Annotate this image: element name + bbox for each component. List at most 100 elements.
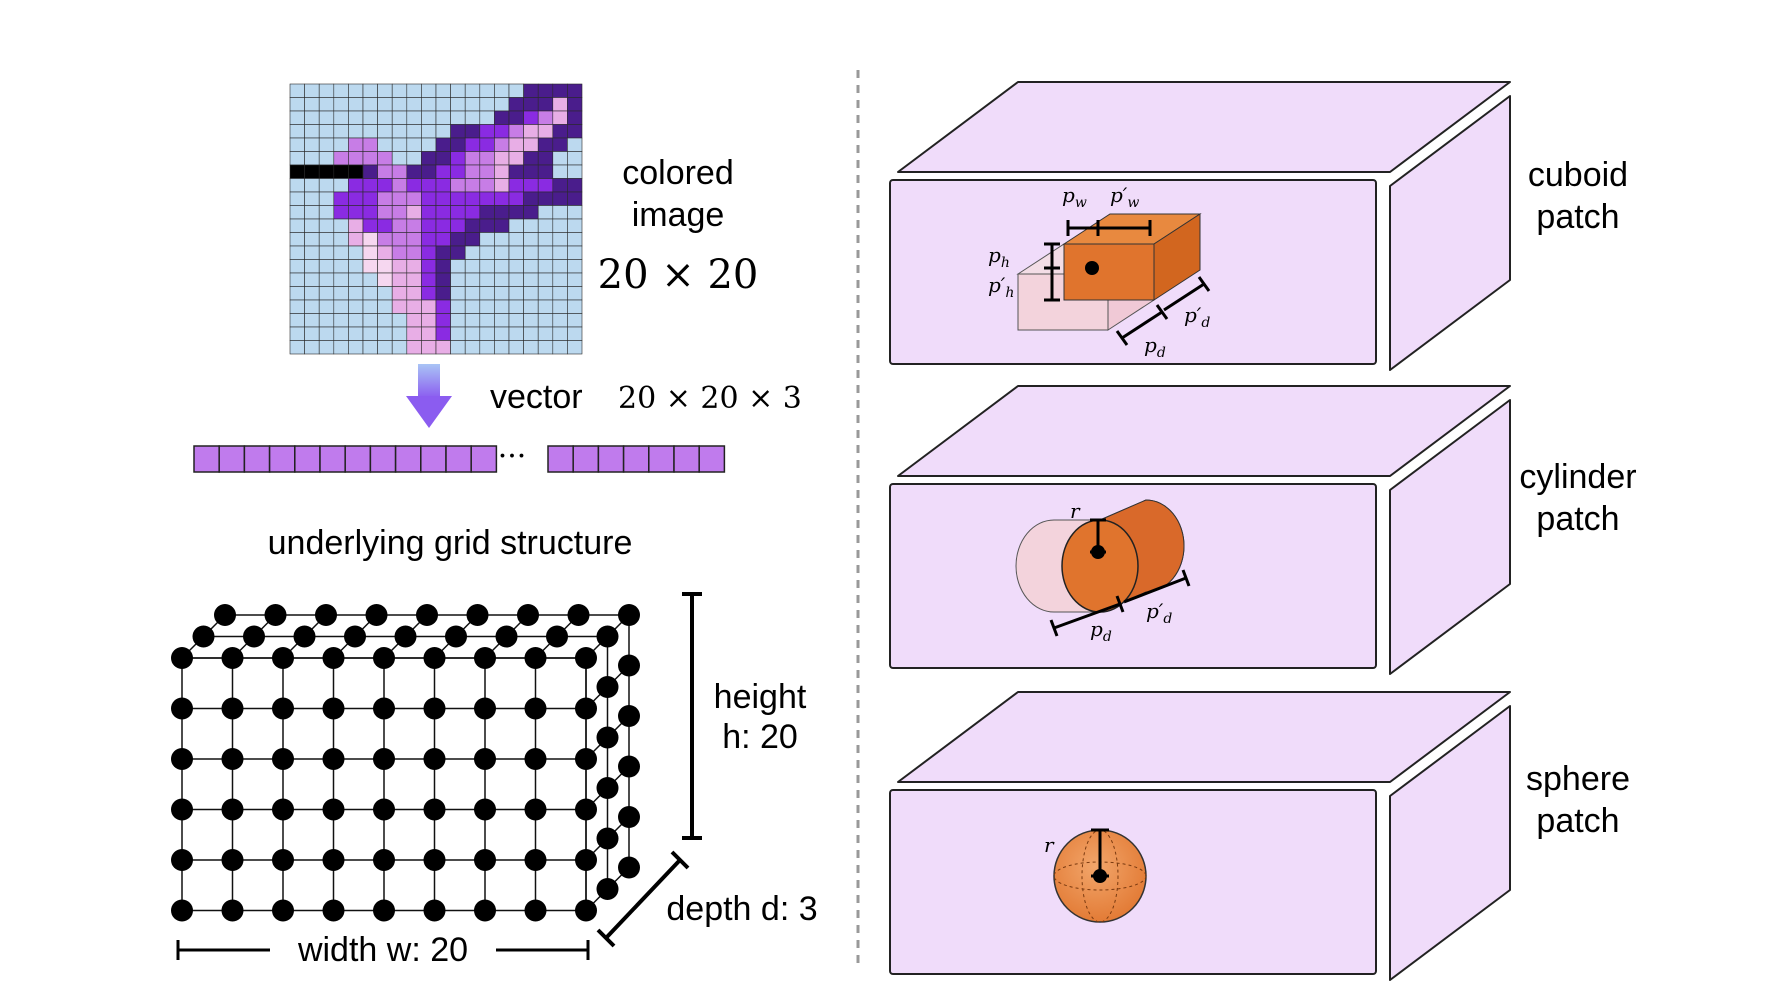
lattice-node [575,798,597,821]
pixel-cell [567,151,583,166]
lattice-node [221,798,244,821]
lattice-node [315,604,337,626]
grid-title: underlying grid structure [268,524,633,562]
cylinder-r-label: r [1070,499,1081,523]
pixel-cell [508,245,524,260]
lattice-node [524,899,547,922]
pixel-cell [435,340,451,355]
pixel-cell [479,259,495,274]
pixel-cell [304,191,320,206]
lattice-node [272,798,294,821]
pixel-cell [406,137,422,152]
pixel-cell [362,137,378,152]
pixel-cell [348,286,364,301]
pixel-cell [406,259,422,274]
vector-cell [243,445,271,473]
pixel-cell [435,286,451,301]
pixel-cell [333,164,349,179]
pixel-cell [406,191,422,206]
pixel-cell [450,340,466,355]
pixel-cell [377,83,393,98]
lattice-node [171,798,193,821]
vector-bar [193,445,726,473]
pixel-cell [377,110,393,125]
pixel-cell [450,286,466,301]
pixel-cell [289,218,305,233]
pixel-cell [333,299,349,314]
pixel-cell [435,218,451,233]
pixel-cell [406,232,422,247]
pixel-cell [391,340,408,355]
cuboid-pd-label: pd [1144,333,1166,361]
pixel-cell [391,259,408,274]
lattice-node [618,806,640,828]
pixel-cell [348,205,364,220]
depth-bracket [596,850,690,948]
pixel-cell [304,218,320,233]
lattice-node [416,604,438,626]
pixel-cell [450,326,466,341]
pixel-cell [377,259,393,274]
pixel-cell [567,272,583,287]
depth-label: depth d: 3 [666,890,817,928]
pixel-cell [494,245,510,260]
pixel-cell [494,178,510,193]
pixel-cell [377,286,393,301]
pixel-cell [318,124,335,139]
lattice-node [221,697,244,720]
pixel-cell [567,164,583,179]
lattice-node [171,647,193,669]
pixel-cell [318,313,335,328]
pixel-cell [333,151,349,166]
lattice-node [293,625,316,648]
pixel-cell [318,97,335,112]
pixel-cell [289,326,305,341]
lattice-node [272,748,294,770]
pixel-cell [508,124,524,139]
lattice-node [618,856,640,879]
pixel-cell [567,313,583,328]
cylinder-pd-label: pd [1090,617,1112,645]
pixel-cell [333,83,349,98]
pixel-cell [348,191,364,206]
pixel-cell [537,286,554,301]
vector-cell [420,445,447,473]
pixel-cell [333,259,349,274]
pixel-cell [377,205,393,220]
pixel-cell [318,286,335,301]
lattice-node [618,654,640,677]
pixel-cell [362,326,378,341]
pixel-cell [421,326,437,341]
sphere-radius-mark [1091,828,1109,878]
pixel-cell [450,245,466,260]
pixel-cell [479,245,495,260]
pixel-cell [567,326,583,341]
pixel-cell [421,205,437,220]
pixel-cell [304,326,320,341]
pixel-cell [537,191,554,206]
pixel-cell [348,299,364,314]
pixel-cell [391,218,408,233]
lattice-node [596,827,619,850]
pixel-cell [289,272,305,287]
lattice-node [618,705,640,727]
pixel-cell [552,272,568,287]
pixel-cell [333,124,349,139]
lattice-node [322,748,345,770]
vector-cell [698,445,726,473]
pixel-cell [537,205,554,220]
width-label: width w: 20 [297,931,468,969]
pixel-cell [406,205,422,220]
lattice-node [423,798,446,821]
pixel-cell [377,272,393,287]
pixel-cell [421,178,437,193]
pixel-cell [318,232,335,247]
pixel-cell [450,164,466,179]
pixel-cell [421,218,437,233]
pixel-cell [333,340,349,355]
lattice-node [524,849,547,871]
pixel-cell [567,286,583,301]
pixel-cell [537,218,554,233]
pixel-cell [377,340,393,355]
cylinder-label-line2: patch [1536,500,1619,538]
